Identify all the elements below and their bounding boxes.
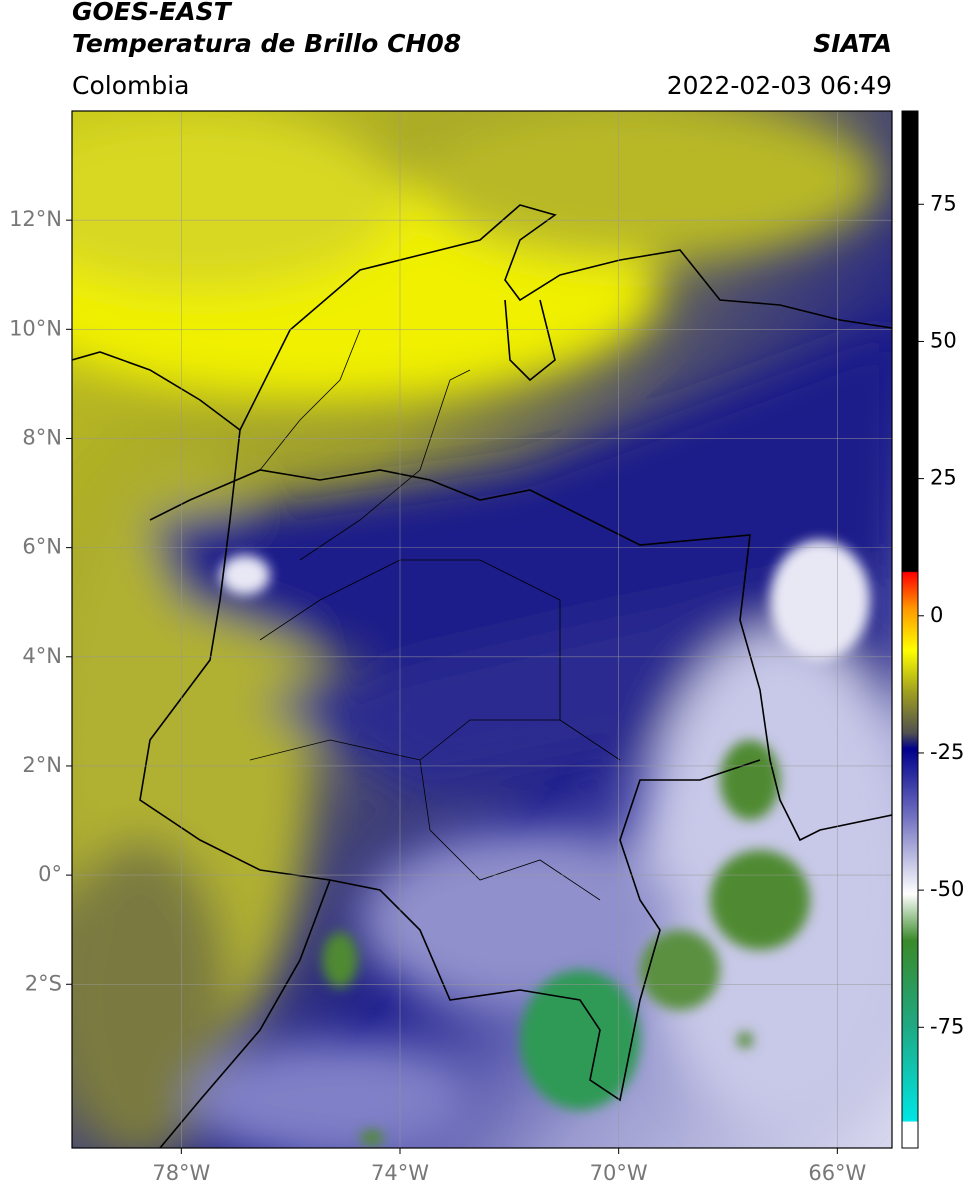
y-tick-label: 2°N [22,753,62,777]
y-tick-label: 6°N [22,535,62,559]
colorbar-tick-label: 75 [930,191,957,215]
colorbar-tick-label: 50 [930,328,957,352]
title: GOES-EAST [72,0,233,26]
y-tick-label: 2°S [25,971,62,995]
x-tick-label: 74°W [371,1161,429,1185]
colorbar-tick-label: -25 [930,740,964,764]
x-tick-label: 66°W [808,1161,866,1185]
colorbar-tick-label: -50 [930,877,964,901]
source: SIATA [813,29,892,58]
y-tick-label: 0° [38,862,62,886]
region: Colombia [72,71,189,100]
datetime: 2022-02-03 06:49 [667,71,892,100]
colorbar-tick-label: 25 [930,466,957,490]
map-frame [71,110,893,1149]
y-tick-label: 12°N [9,207,62,231]
x-tick-label: 70°W [590,1161,648,1185]
satellite-image [72,111,892,1148]
subtitle: Temperatura de Brillo CH08 [72,29,461,58]
graticule [72,111,892,1148]
y-tick-label: 10°N [9,316,62,340]
y-tick-label: 4°N [22,644,62,668]
colorbar [901,110,919,1149]
colorbar-tick-label: 0 [930,603,943,627]
y-tick-label: 8°N [22,425,62,449]
x-tick-label: 78°W [152,1161,210,1185]
colorbar-tick-label: -75 [930,1014,964,1038]
